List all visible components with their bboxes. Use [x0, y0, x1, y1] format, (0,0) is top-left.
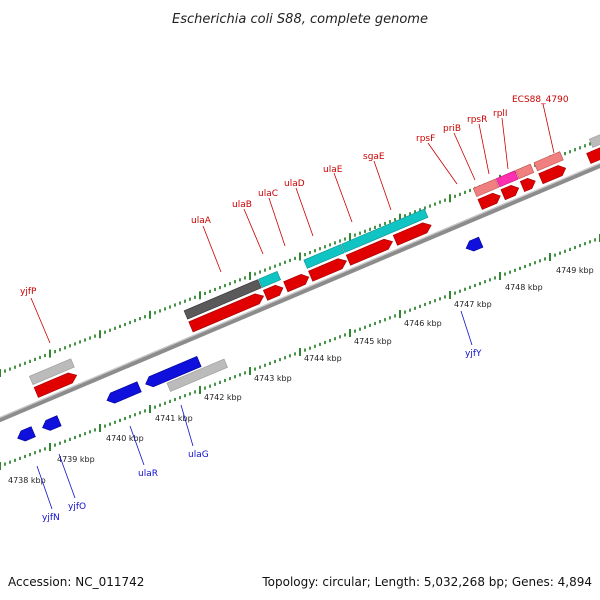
svg-text:rplI: rplI [493, 109, 508, 119]
gene-arrow-reverse [145, 356, 202, 388]
gene-label-rplI: rplI [493, 109, 509, 170]
gene-arrow-forward [500, 185, 520, 201]
svg-text:yjfO: yjfO [68, 502, 86, 512]
gene-feature-rpsR-pink [515, 163, 535, 180]
gene-feature-yjfP-pseudo [28, 358, 75, 385]
accession-text: Accession: NC_011742 [8, 575, 144, 589]
gene-label-ulaD: ulaD [284, 179, 314, 237]
svg-text:ulaG: ulaG [188, 450, 209, 460]
svg-text:ECS88_4790: ECS88_4790 [512, 95, 569, 105]
svg-text:ulaE: ulaE [323, 165, 343, 175]
coord-label: 4745 kbp [354, 337, 392, 346]
gene-arrow-forward [188, 293, 265, 333]
svg-text:rpsF: rpsF [416, 134, 435, 144]
coord-label: 4746 kbp [404, 319, 442, 328]
gene-label-rpsR: rpsR [467, 115, 490, 175]
gene-label-ulaB: ulaB [232, 200, 264, 255]
gene-feature-ulaG-gray [166, 358, 228, 392]
gene-feature-rpsF-pink [472, 178, 500, 198]
svg-text:ulaB: ulaB [232, 200, 252, 210]
gene-labels: yjfP ulaA ulaB ulaC ulaD ulaE sgaE rpsF [20, 95, 569, 523]
gene-label-ECS88_4790: ECS88_4790 [512, 95, 569, 154]
gene-label-ulaC: ulaC [258, 189, 286, 247]
gene-arrow-forward [392, 222, 432, 246]
gene-label-ulaE: ulaE [323, 165, 353, 223]
backbone [0, 162, 600, 423]
gene-arrow-forward [519, 178, 536, 192]
gene-arrow-reverse [17, 426, 36, 442]
gene-feature-ulaA-dark [183, 279, 262, 320]
svg-text:yjfY: yjfY [465, 349, 482, 359]
gene-arrow-reverse [42, 415, 62, 431]
coord-label: 4740 kbp [106, 434, 144, 443]
map-title: Escherichia coli S88, complete genome [172, 12, 428, 27]
gene-label-ulaA: ulaA [191, 216, 222, 273]
topology-text: Topology: circular; Length: 5,032,268 bp… [261, 575, 592, 589]
gene-label-ulaR: ulaR [129, 425, 158, 479]
gene-feature-ulaD-cyan [303, 244, 345, 269]
gene-feature-ECS88_4790-gray [588, 127, 600, 148]
gene-feature-ulaB-cyan [258, 271, 281, 288]
gene-label-yjfN: yjfN [36, 465, 60, 523]
coord-label: 4748 kbp [505, 283, 543, 292]
gene-arrow-forward [477, 192, 501, 210]
gene-arrow-reverse [106, 381, 142, 404]
gene-feature-rplI-pink [533, 151, 564, 172]
gene-label-yjfY: yjfY [460, 310, 482, 359]
svg-text:rpsR: rpsR [467, 115, 487, 125]
gene-label-ulaG: ulaG [180, 404, 209, 460]
coordinate-labels: 4738 kbp 4739 kbp 4740 kbp 4741 kbp 4742… [8, 266, 594, 485]
svg-text:ulaC: ulaC [258, 189, 278, 199]
svg-text:ulaA: ulaA [191, 216, 212, 226]
svg-text:yjfP: yjfP [20, 287, 37, 297]
gene-label-rpsF: rpsF [416, 134, 458, 185]
gene-feature-priB-magenta [495, 170, 519, 188]
coord-label: 4742 kbp [204, 393, 242, 402]
svg-text:yjfN: yjfN [42, 513, 60, 523]
gene-arrow-forward [308, 258, 347, 282]
gene-label-yjfP: yjfP [20, 287, 51, 344]
coord-label: 4739 kbp [57, 455, 95, 464]
svg-text:sgaE: sgaE [363, 152, 385, 162]
gene-arrow-forward [283, 273, 310, 293]
coord-label: 4743 kbp [254, 374, 292, 383]
coord-label: 4747 kbp [454, 300, 492, 309]
gene-arrow-forward [262, 284, 284, 301]
svg-text:ulaD: ulaD [284, 179, 305, 189]
gene-label-priB: priB [443, 124, 476, 181]
coord-label: 4741 kbp [155, 414, 193, 423]
gene-arrow-forward [586, 144, 600, 164]
coord-label: 4744 kbp [304, 354, 342, 363]
gene-arrow-forward [33, 372, 78, 398]
gene-features [17, 127, 600, 442]
coord-label: 4738 kbp [8, 476, 46, 485]
lower-tick-row [0, 234, 600, 470]
gene-label-sgaE: sgaE [363, 152, 392, 211]
gene-arrow-forward [345, 238, 394, 266]
gene-feature-ulaE-cyan [341, 208, 429, 253]
svg-text:priB: priB [443, 124, 461, 134]
gene-arrow-forward [538, 165, 567, 185]
gene-label-yjfO: yjfO [58, 453, 86, 512]
svg-text:ulaR: ulaR [138, 469, 158, 479]
gene-arrow-reverse [465, 236, 484, 252]
coord-label: 4749 kbp [556, 266, 594, 275]
